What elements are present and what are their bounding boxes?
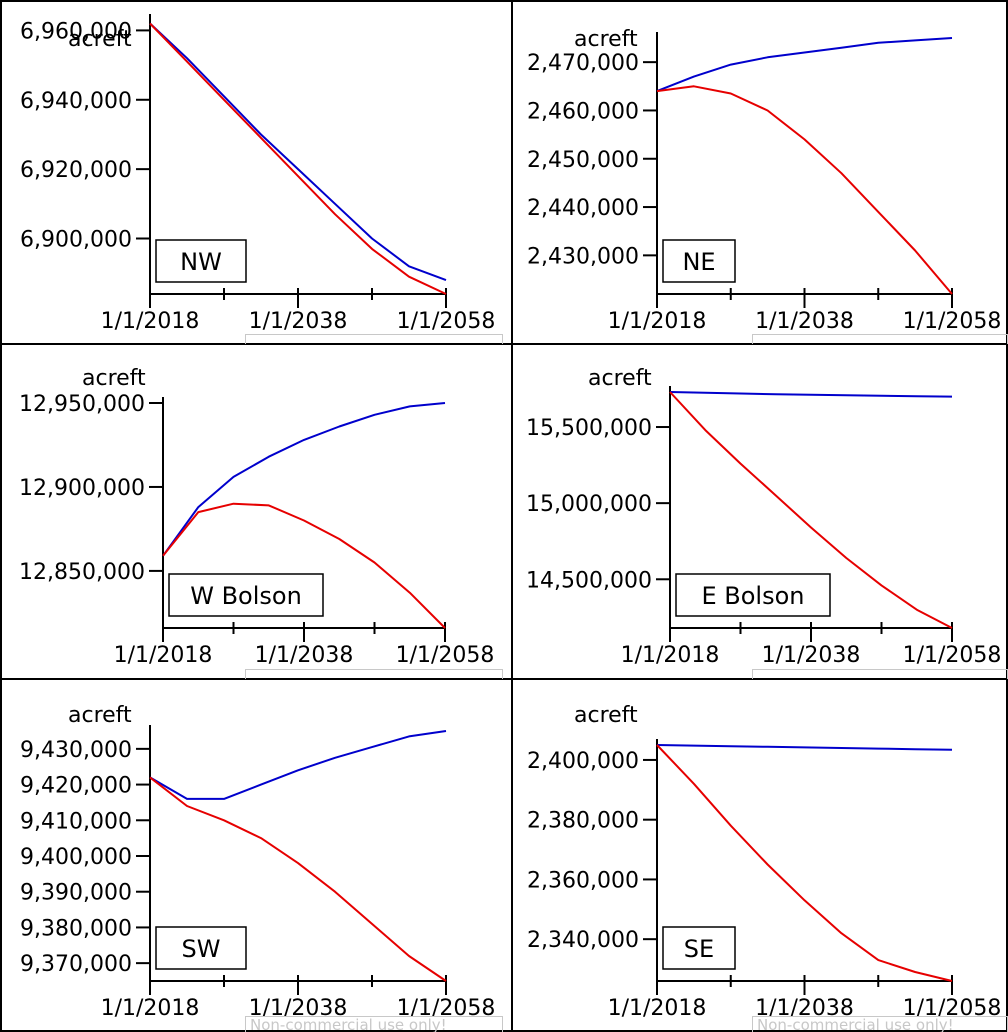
y-tick-label: 2,460,000	[527, 99, 639, 124]
y-tick-label: 2,400,000	[527, 749, 639, 774]
y-tick-label: 6,920,000	[20, 158, 132, 183]
chart-svg: 6,900,000 6,920,000 6,940,000 6,960,000acre…	[20, 14, 496, 334]
region-label-box	[675, 573, 831, 617]
x-tick-label: 1/1/2058	[396, 643, 495, 668]
y-tick-label: 2,380,000	[527, 809, 639, 834]
y-axis-unit-label: acreft	[574, 27, 638, 52]
watermark-text: Non-commercial use only!	[245, 1016, 503, 1032]
series-line-red	[149, 22, 447, 295]
y-tick-label: 2,450,000	[527, 148, 639, 173]
y-axis-unit-label: acreft	[82, 366, 146, 391]
y-tick-label: 2,470,000	[527, 51, 639, 76]
series-line-blue	[669, 391, 953, 398]
region-label: SE	[684, 935, 714, 963]
watermark-stub	[245, 334, 503, 344]
watermark-stub	[752, 669, 1008, 679]
region-label-box	[155, 926, 247, 970]
y-tick-label: 6,960,000	[20, 19, 132, 44]
series-line-blue	[149, 730, 447, 800]
y-tick-label: 9,410,000	[20, 809, 132, 834]
chart-panel: 2,430,000 2,440,000 2,450,000 2,460,000 2,47…	[512, 0, 1008, 344]
y-tick-label: 9,400,000	[20, 845, 132, 870]
y-tick-label: 6,900,000	[20, 228, 132, 253]
region-label: SW	[182, 935, 221, 963]
chart-panel: 12,850,000 12,900,000 12,950,000 acreft 1/1/…	[0, 344, 512, 679]
watermark-text: Non-commercial use only!	[752, 1016, 1008, 1032]
region-label: W Bolson	[190, 582, 302, 610]
x-tick-label: 1/1/2018	[621, 643, 720, 668]
series-line-blue	[149, 22, 447, 282]
region-label-box	[168, 573, 324, 617]
y-axis-unit-label: acreft	[588, 366, 652, 391]
y-axis-unit-label: acreft	[68, 27, 132, 52]
chart-svg: 14,500,000 15,000,000 15,500,000 acreft 1/1/…	[526, 366, 1002, 668]
x-tick-label: 1/1/2038	[249, 309, 348, 334]
chart-svg: 2,430,000 2,440,000 2,450,000 2,460,000 2,47…	[527, 27, 1002, 334]
region-label-box	[155, 239, 247, 283]
y-tick-label: 9,370,000	[20, 952, 132, 977]
y-tick-label: 12,850,000	[19, 560, 145, 585]
y-tick-label: 15,000,000	[526, 492, 652, 517]
chart-panel: 14,500,000 15,000,000 15,500,000 acreft 1/1/…	[512, 344, 1008, 679]
panel-divider-horizontal	[0, 678, 1008, 680]
series-line-red	[656, 85, 953, 295]
series-line-blue	[656, 744, 953, 751]
panel-divider-horizontal	[0, 343, 1008, 345]
region-label: E Bolson	[701, 582, 804, 610]
y-tick-label: 15,500,000	[526, 416, 652, 441]
y-tick-label: 9,380,000	[20, 916, 132, 941]
chart-panel: 9,370,000 9,380,000 9,390,000 9,400,000 9,41…	[0, 679, 512, 1032]
y-tick-label: 2,360,000	[527, 868, 639, 893]
x-tick-label: 1/1/2038	[762, 643, 861, 668]
x-tick-label: 1/1/2018	[114, 643, 213, 668]
y-tick-label: 14,500,000	[526, 568, 652, 593]
y-axis-unit-label: acreft	[574, 703, 638, 728]
region-label: NE	[682, 248, 715, 276]
x-tick-label: 1/1/2038	[755, 309, 854, 334]
watermark-stub	[752, 334, 1008, 344]
chart-svg: 9,370,000 9,380,000 9,390,000 9,400,000 9,41…	[20, 703, 495, 1021]
y-tick-label: 2,440,000	[527, 196, 639, 221]
y-tick-label: 9,430,000	[20, 738, 132, 763]
x-tick-label: 1/1/2058	[397, 309, 496, 334]
series-line-blue	[162, 402, 446, 557]
series-line-blue	[656, 37, 953, 93]
x-tick-label: 1/1/2018	[608, 309, 707, 334]
series-line-red	[149, 776, 447, 982]
y-tick-label: 2,340,000	[527, 928, 639, 953]
y-tick-label: 9,390,000	[20, 881, 132, 906]
watermark-stub	[245, 669, 503, 679]
series-line-red	[162, 502, 446, 629]
chart-panel: 2,340,000 2,360,000 2,380,000 2,400,000 acre…	[512, 679, 1008, 1032]
x-tick-label: 1/1/2018	[101, 996, 200, 1021]
x-tick-label: 1/1/2038	[255, 643, 354, 668]
x-tick-label: 1/1/2018	[608, 996, 707, 1021]
chart-panel: 6,900,000 6,920,000 6,940,000 6,960,000 acre…	[0, 0, 512, 344]
x-tick-label: 1/1/2058	[903, 309, 1002, 334]
y-tick-label: 12,900,000	[19, 476, 145, 501]
x-tick-label: 1/1/2018	[101, 309, 200, 334]
y-axis-unit-label: acreft	[68, 703, 132, 728]
series-line-red	[669, 391, 953, 629]
region-label-box	[662, 239, 736, 283]
region-label: NW	[180, 248, 222, 276]
y-tick-label: 6,940,000	[20, 89, 132, 114]
chart-svg: 2,340,000 2,360,000 2,380,000 2,400,000 acre…	[527, 703, 1001, 1021]
series-line-red	[656, 744, 953, 982]
y-tick-label: 12,950,000	[19, 392, 145, 417]
x-tick-label: 1/1/2058	[903, 643, 1002, 668]
y-tick-label: 9,420,000	[20, 774, 132, 799]
panel-divider-vertical	[511, 0, 513, 1032]
region-label-box	[662, 926, 736, 970]
y-tick-label: 2,430,000	[527, 244, 639, 269]
